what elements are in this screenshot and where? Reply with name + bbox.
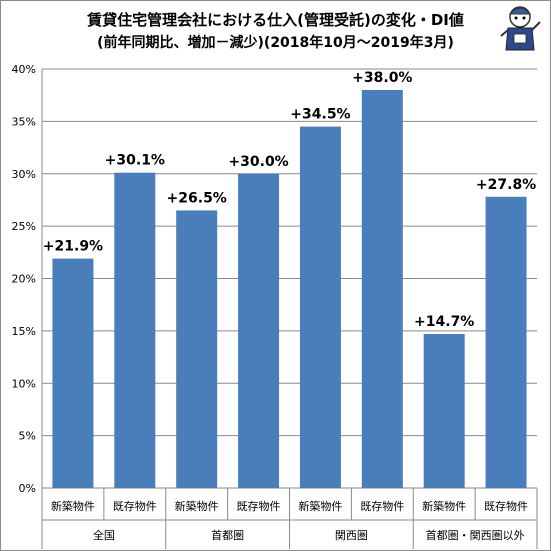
- chart-subtitle: (前年同期比、増加－減少)(2018年10月～2019年3月): [97, 35, 454, 51]
- x-category-label: 既存物件: [360, 499, 404, 513]
- y-tick-label: 40%: [12, 63, 36, 76]
- data-label: +26.5%: [167, 190, 227, 206]
- y-tick-label: 20%: [12, 273, 36, 286]
- x-group-label: 関西圏: [335, 529, 368, 542]
- data-label: +21.9%: [43, 239, 103, 255]
- y-tick-label: 30%: [12, 168, 36, 181]
- data-label: +38.0%: [352, 70, 412, 86]
- x-category-label: 既存物件: [113, 499, 157, 513]
- bar: [299, 126, 341, 489]
- bar: [361, 89, 403, 488]
- bar: [52, 258, 94, 488]
- x-category-label: 新築物件: [175, 499, 219, 513]
- y-tick-label: 5%: [19, 430, 36, 443]
- bar: [238, 173, 280, 488]
- x-category-label: 既存物件: [484, 499, 528, 513]
- bar: [423, 334, 465, 488]
- data-label: +30.1%: [105, 153, 165, 169]
- bar: [176, 210, 218, 488]
- data-label: +27.8%: [476, 177, 536, 193]
- x-group-label: 首都圏: [211, 528, 244, 542]
- chart-title: 賃貸住宅管理会社における仕入(管理受託)の変化・DI値: [87, 11, 464, 29]
- x-group-label: 全国: [93, 528, 115, 542]
- bar: [114, 172, 156, 488]
- x-category-label: 既存物件: [237, 499, 281, 513]
- x-group-label: 首都圏・関西圏以外: [426, 528, 525, 542]
- y-tick-label: 15%: [12, 325, 36, 338]
- x-category-label: 新築物件: [422, 499, 466, 513]
- tick-labels: 0% 5% 10% 15% 20% 25% 30% 35% 40% 新築物件 既存物件 新築物件 既存物…: [12, 63, 529, 542]
- y-tick-label: 10%: [12, 377, 36, 390]
- data-label: +34.5%: [290, 107, 350, 123]
- x-category-label: 新築物件: [298, 499, 342, 513]
- mascot-logo: [500, 6, 541, 51]
- y-tick-label: 35%: [12, 115, 36, 128]
- x-category-label: 新築物件: [51, 499, 95, 513]
- data-label: +14.7%: [414, 314, 474, 330]
- data-labels: +21.9% +30.1% +26.5% +30.0% +34.5% +38.0% +14.…: [43, 70, 536, 330]
- y-tick-label: 25%: [12, 220, 36, 233]
- y-tick-label: 0%: [19, 482, 36, 495]
- data-label: +30.0%: [228, 154, 288, 170]
- bars: [52, 89, 527, 489]
- bar: [485, 196, 527, 489]
